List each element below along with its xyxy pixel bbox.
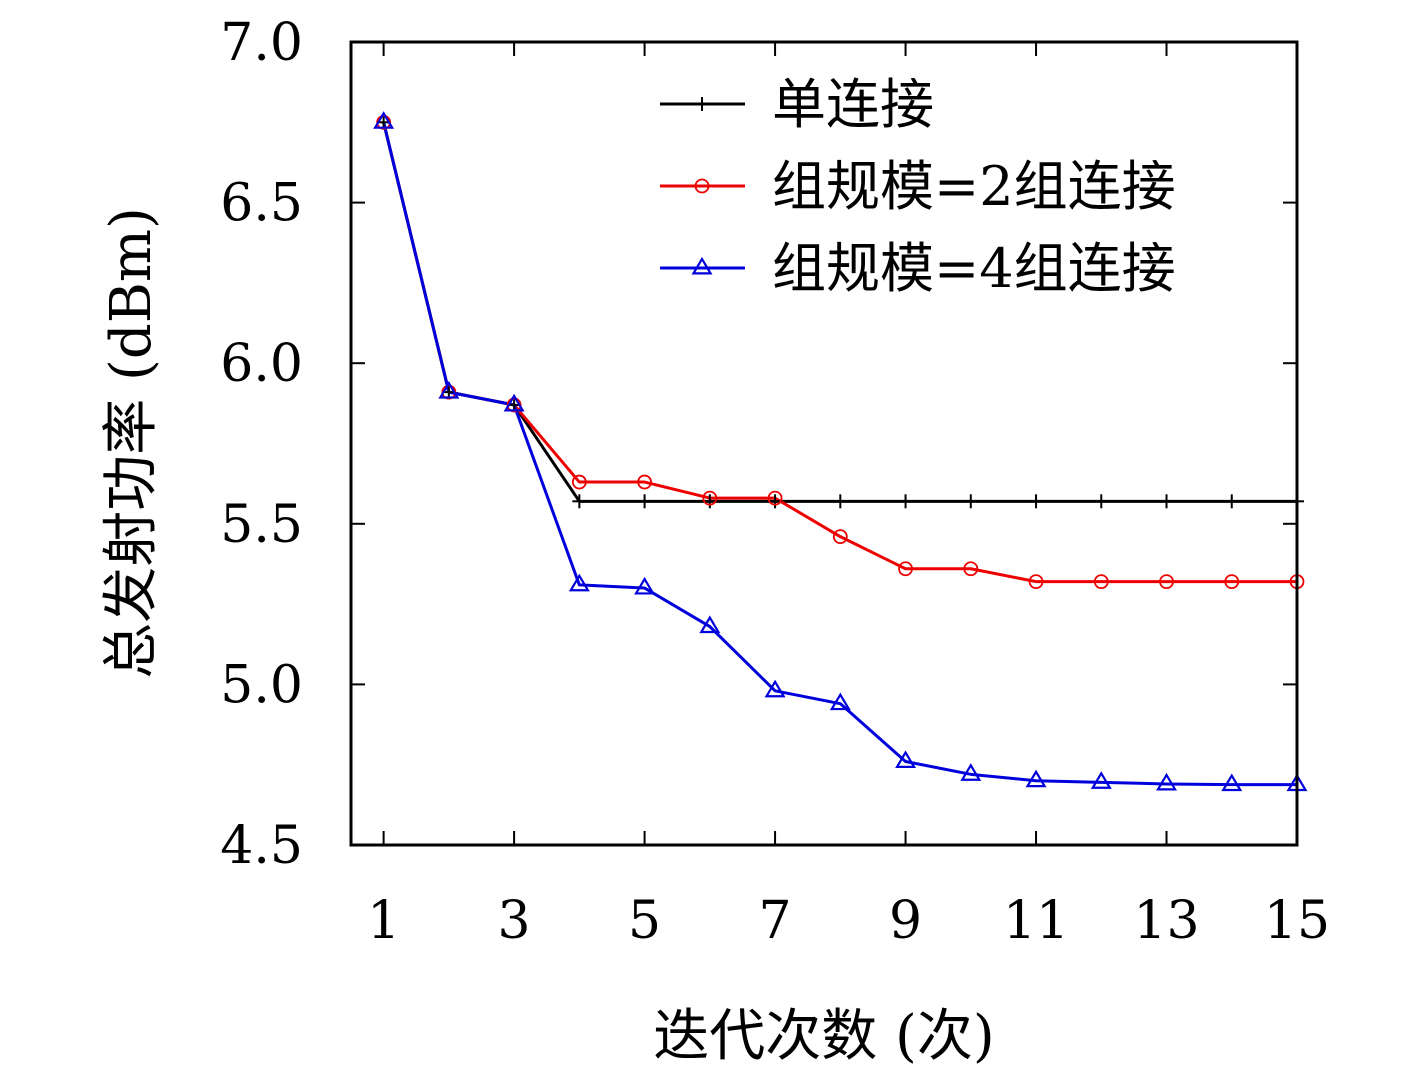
triangle-marker <box>1221 773 1243 792</box>
triangle-marker <box>568 573 590 592</box>
y-axis-label: 总发射功率 (dBm) <box>99 207 164 679</box>
axis-ticks: 4.55.05.56.06.57.01 3 5 7 9 11 13 15 <box>220 13 1330 951</box>
circle-marker <box>767 490 783 506</box>
circle-marker <box>702 490 718 506</box>
triangle-marker <box>438 380 460 399</box>
x-tick-label: 15 <box>1264 891 1330 951</box>
circle-marker <box>1159 574 1174 590</box>
triangle-marker <box>1090 771 1112 789</box>
legend-label: 单连接 <box>772 73 934 136</box>
legend-label: 组规模=2组连接 <box>772 155 1176 218</box>
circle-marker <box>898 561 913 577</box>
y-tick-label: 6.5 <box>220 174 303 234</box>
series-markers <box>373 111 1308 792</box>
y-tick-label: 5.5 <box>220 495 303 555</box>
circle-marker <box>832 529 848 545</box>
triangle-marker <box>634 576 656 595</box>
triangle-marker <box>1156 772 1177 791</box>
y-tick-label: 5.0 <box>220 655 303 715</box>
x-tick-label: 13 <box>1133 891 1199 951</box>
triangle-marker <box>1025 769 1047 788</box>
circle-marker <box>571 474 587 490</box>
y-tick-label: 4.5 <box>220 816 303 876</box>
x-tick-label: 5 <box>628 891 661 951</box>
x-tick-label: 11 <box>1003 891 1069 951</box>
x-axis-label: 迭代次数 (次) <box>653 1004 995 1069</box>
triangle-marker <box>764 679 786 698</box>
series-lines <box>382 121 1297 787</box>
triangle-marker <box>691 256 713 275</box>
x-tick-label: 3 <box>498 891 531 951</box>
triangle-marker <box>895 750 917 768</box>
triangle-marker <box>960 763 982 781</box>
y-tick-label: 7.0 <box>220 13 303 73</box>
circle-marker <box>1093 574 1109 590</box>
circle-marker <box>963 561 979 577</box>
series-line-2 <box>382 121 1297 584</box>
legend-label: 组规模=4组连接 <box>772 237 1176 300</box>
circle-marker <box>1028 574 1044 590</box>
x-tick-label: 9 <box>889 891 922 951</box>
series-line-3 <box>382 121 1297 787</box>
triangle-marker <box>503 393 525 412</box>
plot-frame <box>349 40 1299 847</box>
circle-marker <box>694 178 710 194</box>
triangle-marker <box>699 615 721 634</box>
circle-marker <box>637 474 652 490</box>
y-tick-label: 6.0 <box>220 334 303 394</box>
circle-marker <box>1224 574 1240 590</box>
triangle-marker <box>373 111 395 129</box>
x-tick-label: 1 <box>367 891 400 951</box>
x-tick-label: 7 <box>759 891 792 951</box>
triangle-marker <box>829 692 851 711</box>
